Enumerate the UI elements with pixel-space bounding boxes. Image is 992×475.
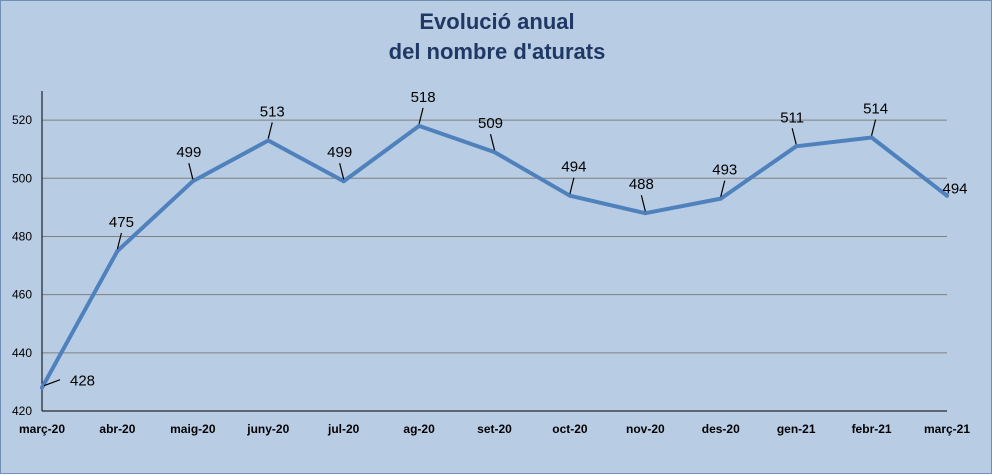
y-tick-label: 500 [12,171,32,185]
data-label: 493 [712,162,737,179]
x-tick-label: març-21 [924,422,970,436]
data-label-leader [871,119,877,136]
x-tick-label: maig-20 [170,422,216,436]
data-point [643,211,648,216]
data-label: 509 [478,115,503,132]
chart-title-line-1: Evolució anual [419,9,575,34]
data-label: 518 [411,89,436,106]
x-tick-label: oct-20 [552,422,588,436]
chart-title: Evolució anual del nombre d'aturats [1,7,992,67]
data-label-leader [569,177,575,194]
data-label: 499 [327,144,352,161]
y-tick-label: 480 [12,229,32,243]
x-tick-label: gen-21 [777,422,816,436]
data-label-leader [640,195,646,212]
data-point [869,135,874,140]
data-label-leader [339,163,345,180]
data-label-leader [791,128,797,145]
data-point [718,196,723,201]
x-tick-label: març-20 [19,422,65,436]
data-label: 513 [260,103,285,120]
chart-title-line-2: del nombre d'aturats [388,39,606,64]
y-tick-label: 460 [12,288,32,302]
data-point [266,138,271,143]
data-point [794,144,799,149]
x-tick-label: jul-20 [327,422,360,436]
data-point [417,123,422,128]
y-tick-label: 420 [12,404,32,418]
data-label: 428 [70,373,95,390]
x-tick-label: nov-20 [626,422,665,436]
x-tick-label: set-20 [477,422,512,436]
data-point [115,249,120,253]
x-tick-label: juny-20 [246,422,289,436]
data-label-leader [43,379,61,387]
data-label-leader [267,122,273,139]
data-label-leader [418,107,424,125]
data-label: 499 [176,144,201,161]
data-point [341,179,346,184]
data-label-leader [489,133,496,151]
data-label: 488 [629,176,654,193]
data-label-leader [116,232,122,250]
data-point [945,193,949,198]
data-point [492,150,497,155]
data-label-leader [188,163,194,180]
y-tick-label: 440 [12,346,32,360]
x-tick-label: febr-21 [852,422,892,436]
data-label: 511 [780,109,804,126]
data-point [567,193,572,198]
data-point [40,385,44,390]
data-label: 494 [942,181,967,198]
data-label: 514 [863,101,888,118]
series-line [40,123,949,390]
y-tick-label: 520 [12,113,32,127]
data-point [190,179,195,184]
x-tick-label: des-20 [702,422,740,436]
data-label: 475 [109,214,134,231]
data-label: 494 [561,159,586,176]
data-label-leader [720,180,726,197]
x-tick-label: abr-20 [99,422,135,436]
x-tick-label: ag-20 [403,422,435,436]
